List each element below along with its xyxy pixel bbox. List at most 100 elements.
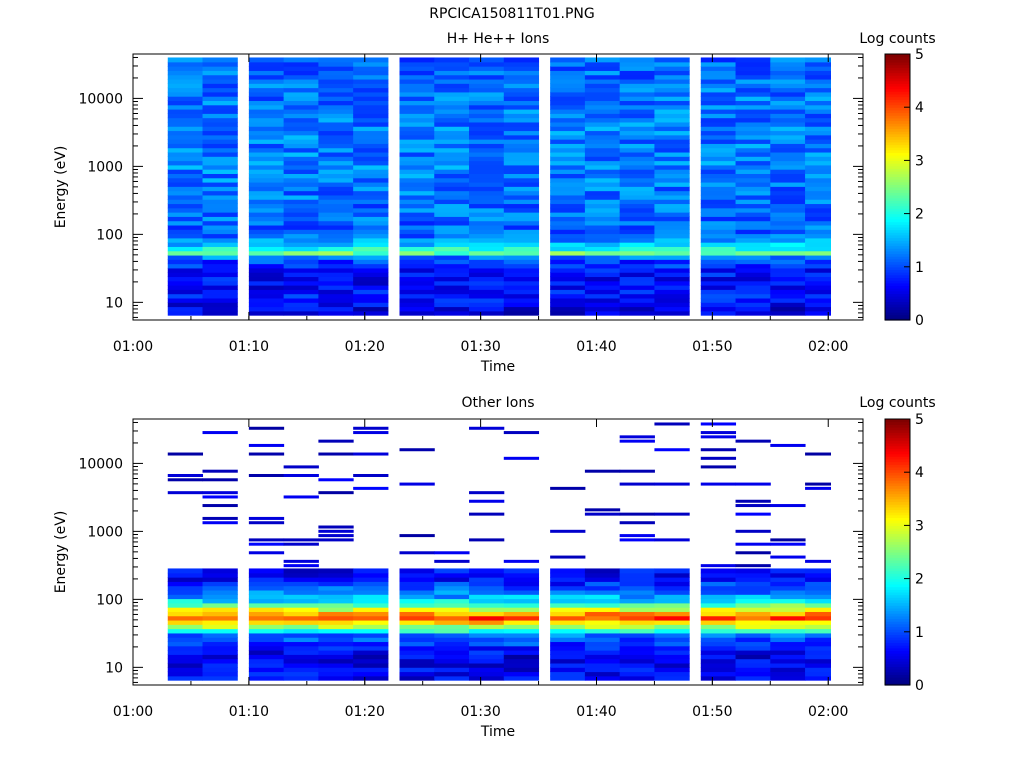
heatmap-cell [202,108,238,114]
heatmap-cell [167,181,204,187]
heatmap-cell [770,577,806,582]
colorbar-segment [885,157,910,161]
heatmap-cell [654,207,690,213]
heatmap-cell [353,147,389,153]
colorbar-segment [885,533,910,537]
colorbar-segment [885,96,910,100]
heatmap-cell [584,113,621,119]
heatmap-cell [619,469,655,473]
heatmap-cell [735,250,771,256]
heatmap-cell [202,224,238,230]
heatmap-cell [248,224,285,230]
heatmap-cell [469,259,505,265]
heatmap-cell [654,147,690,153]
heatmap-cell [202,96,238,102]
heatmap-cell [654,667,690,673]
heatmap-cell [700,190,737,196]
heatmap-cell [202,100,238,106]
heatmap-cell [805,452,831,456]
heatmap-cell [550,151,586,157]
heatmap-cell [283,96,319,102]
heatmap-cell [805,113,831,119]
heatmap-cell [318,491,354,495]
heatmap-cell [584,259,621,265]
colorbar-segment [885,104,910,108]
heatmap-cell [770,654,806,660]
heatmap-cell [353,100,389,106]
heatmap-cell [550,147,586,153]
heatmap-cell [202,233,238,239]
heatmap-cell [503,598,540,604]
heatmap-cell [584,130,621,136]
heatmap-cell [318,589,354,595]
heatmap-cell [805,486,831,490]
heatmap-cell [399,589,435,595]
heatmap-cell [654,641,690,647]
colorbar-segment [885,546,910,550]
heatmap-cell [654,254,690,260]
heatmap-cell [805,104,831,110]
heatmap-cell [805,289,831,295]
heatmap-cell [700,289,737,295]
heatmap-cell [735,254,771,260]
colorbar-segment [885,216,910,220]
heatmap-cell [167,289,204,295]
heatmap-cell [770,263,806,269]
heatmap-cell [619,637,655,643]
heatmap-cell [248,147,285,153]
heatmap-cell [550,160,586,166]
heatmap-cell [248,551,285,555]
heatmap-cell [770,650,806,655]
heatmap-cell [318,212,354,217]
heatmap-cell [700,173,737,179]
heatmap-cell [700,422,737,426]
heatmap-cell [700,130,737,136]
heatmap-cell [248,203,285,209]
heatmap-cell [735,645,771,651]
heatmap-cell [654,70,690,76]
heatmap-cell [805,302,831,308]
heatmap-cell [469,250,505,256]
heatmap-cell [805,589,831,595]
heatmap-cell [248,280,285,286]
heatmap-cell [469,181,505,187]
heatmap-cell [550,242,586,247]
heatmap-cell [469,186,505,192]
heatmap-cell [283,233,319,239]
heatmap-cell [805,585,831,591]
heatmap-cell [167,113,204,119]
heatmap-cell [805,667,831,673]
heatmap-cell [503,615,540,621]
heatmap-cell [550,194,586,200]
heatmap-cell [318,250,354,256]
heatmap-cell [318,615,354,621]
heatmap-cell [434,572,470,578]
heatmap-cell [550,310,586,316]
heatmap-cell [469,624,505,630]
heatmap-cell [469,139,505,144]
colorbar-segment [885,522,910,526]
heatmap-cell [770,121,806,127]
heatmap-cell [700,448,737,452]
heatmap-cell [550,156,586,162]
heatmap-cell [503,637,540,643]
heatmap-cell [550,555,586,559]
heatmap-cell [353,108,389,114]
heatmap-cell [700,675,737,681]
heatmap-cell [353,190,389,196]
heatmap-cell [434,126,470,132]
heatmap-cell [434,293,470,299]
colorbar-segment [885,528,910,532]
heatmap-cell [167,83,204,89]
heatmap-cell [654,126,690,132]
heatmap-cell [700,242,737,247]
heatmap-cell [434,594,470,600]
heatmap-cell [503,246,540,252]
heatmap-cell [469,203,505,209]
heatmap-cell [619,130,655,136]
heatmap-cell [805,164,831,170]
heatmap-cell [167,164,204,170]
heatmap-cell [434,70,470,76]
colorbar-segment [885,642,910,646]
heatmap-cell [202,293,238,299]
